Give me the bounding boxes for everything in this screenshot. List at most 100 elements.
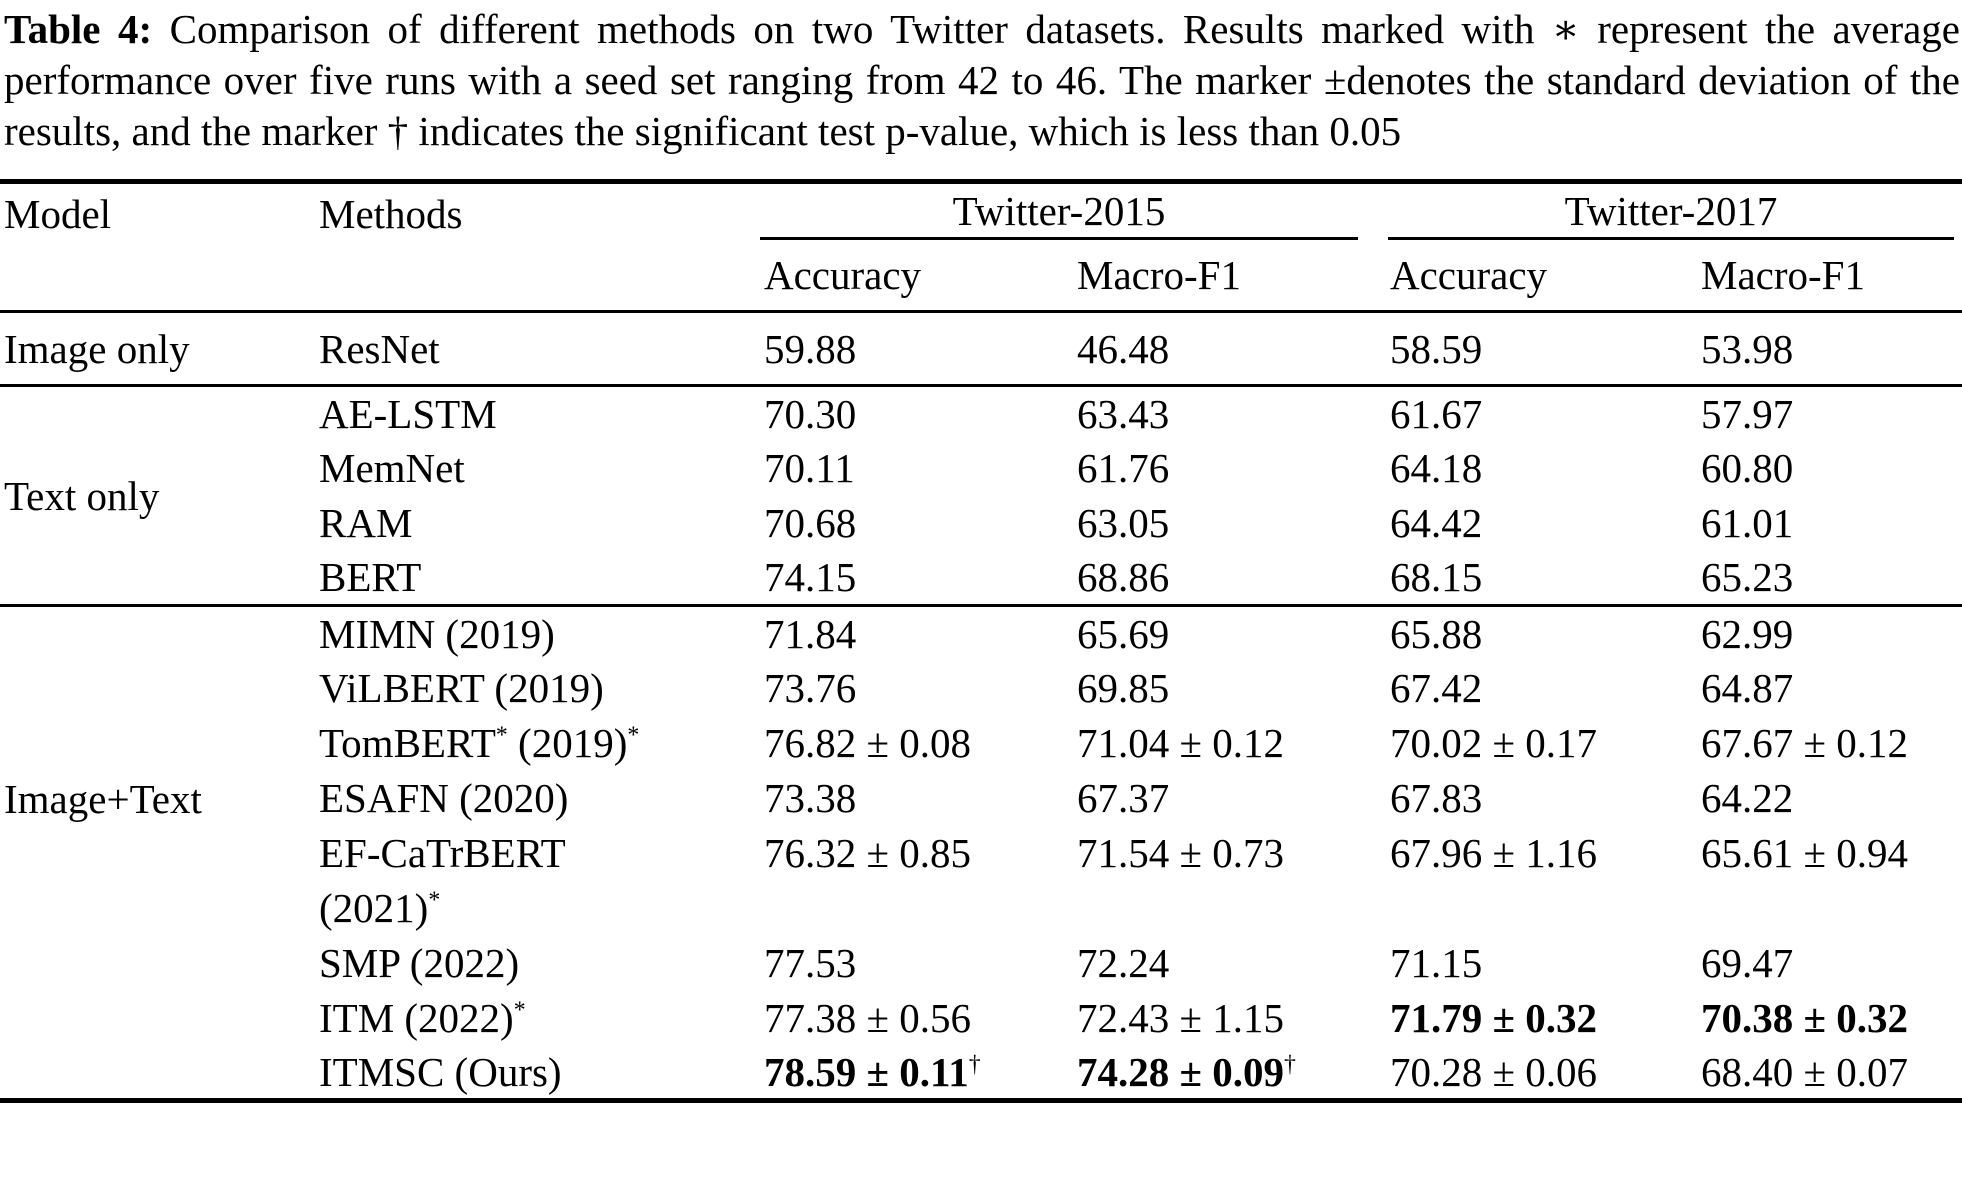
col-header-twitter-2015: Twitter-2015	[758, 182, 1384, 240]
value-cell: 67.67 ± 0.12	[1701, 720, 1909, 766]
method-cell: MIMN (2019)	[319, 610, 555, 657]
table-row: Text only AE-LSTM 70.30 63.43 61.67 57.9…	[0, 385, 1962, 607]
group-label-text-only: Text only	[0, 385, 313, 607]
value-cell: 70.30	[764, 390, 857, 437]
value-cell-best: 74.28 ± 0.09†	[1071, 1045, 1384, 1103]
table-row: ESAFN (2020) 73.38 67.37 67.83 64.22	[0, 771, 1962, 826]
col-header-macrof1-2015: Macro-F1	[1071, 239, 1384, 313]
table-row: TomBERT* (2019)* 76.82 ± 0.08 71.04 ± 0.…	[0, 716, 1962, 771]
col-header-accuracy-2015: Accuracy	[758, 239, 1071, 313]
value-cell: 58.59	[1384, 311, 1695, 387]
value-cell-best: 70.38 ± 0.32	[1701, 995, 1909, 1041]
method-cell: ITMSC (Ours)	[313, 1045, 758, 1103]
value-cell-best: 78.59 ± 0.11†	[758, 1045, 1071, 1103]
value-cell: 69.47	[1701, 940, 1794, 986]
value-cell: 67.96 ± 1.16	[1390, 830, 1598, 876]
value-cell: 68.40 ± 0.07	[1695, 1045, 1962, 1103]
col-header-twitter-2017: Twitter-2017	[1384, 182, 1962, 240]
value-cell: 73.38	[764, 775, 857, 821]
value-cell: 61.67	[1390, 390, 1483, 437]
table-caption: Table 4: Comparison of different methods…	[0, 0, 1962, 157]
twitter-2015-rule: Twitter-2015	[760, 184, 1358, 240]
table-row: BERT 74.15 68.86 68.15 65.23	[0, 550, 1962, 607]
method-cell: SMP (2022)	[319, 940, 520, 986]
value-cell: 72.43 ± 1.15	[1077, 995, 1285, 1041]
value-cell: 74.15	[758, 550, 1071, 607]
caption-label: Table 4:	[4, 6, 153, 52]
value-cell: 76.32 ± 0.85	[764, 830, 972, 876]
value-cell: 68.86	[1071, 550, 1384, 607]
value-cell: 61.01	[1701, 500, 1794, 546]
value-cell	[1384, 881, 1695, 936]
value-cell: 68.15	[1384, 550, 1695, 607]
value-cell: 73.76	[764, 665, 857, 711]
col-header-macrof1-2017: Macro-F1	[1695, 239, 1962, 313]
group-label-image-only: Image only	[0, 311, 313, 387]
value-cell: 71.54 ± 0.73	[1077, 830, 1285, 876]
value-cell: 65.88	[1390, 610, 1483, 657]
value-cell: 70.28 ± 0.06	[1384, 1045, 1695, 1103]
twitter-2015-label: Twitter-2015	[952, 188, 1166, 235]
asterisk-marker: *	[627, 722, 640, 749]
value-cell: 72.24	[1077, 940, 1170, 986]
value-cell: 70.68	[764, 500, 857, 546]
value-cell: 62.99	[1701, 610, 1794, 657]
value-cell: 76.82 ± 0.08	[764, 720, 972, 766]
value-cell: 67.37	[1077, 775, 1170, 821]
value-cell	[758, 881, 1071, 936]
value-cell: 64.87	[1701, 665, 1794, 711]
group-label-image-text: Image+Text	[0, 605, 313, 1103]
value-cell: 64.22	[1701, 775, 1794, 821]
value-cell	[1071, 881, 1384, 936]
value-cell: 60.80	[1701, 445, 1794, 491]
dagger-marker: †	[968, 1051, 981, 1078]
asterisk-marker: *	[495, 722, 508, 749]
value-cell: 70.11	[764, 445, 855, 491]
value-cell: 70.02 ± 0.17	[1390, 720, 1598, 766]
table-row: ITM (2022)* 77.38 ± 0.56 72.43 ± 1.15 71…	[0, 991, 1962, 1046]
value-cell: 63.43	[1077, 390, 1170, 437]
value-cell: 46.48	[1071, 311, 1384, 387]
method-cell: (2021)*	[319, 885, 441, 931]
twitter-2017-label: Twitter-2017	[1564, 188, 1778, 235]
table-row: (2021)*	[0, 881, 1962, 936]
twitter-2017-rule: Twitter-2017	[1388, 184, 1954, 240]
caption-text: Comparison of different methods on two T…	[4, 6, 1960, 154]
table-row: RAM 70.68 63.05 64.42 61.01	[0, 496, 1962, 551]
value-cell: 53.98	[1695, 311, 1962, 387]
asterisk-marker: *	[428, 887, 441, 914]
value-cell: 64.18	[1390, 445, 1483, 491]
value-cell: 71.04 ± 0.12	[1077, 720, 1285, 766]
table-row: Image only ResNet 59.88 46.48 58.59 53.9…	[0, 311, 1962, 387]
value-cell-best: 71.79 ± 0.32	[1390, 995, 1598, 1041]
col-header-methods: Methods	[313, 181, 758, 313]
value-cell: 77.38 ± 0.56	[764, 995, 972, 1041]
method-cell: ESAFN (2020)	[319, 775, 569, 821]
value-cell: 61.76	[1077, 445, 1170, 491]
value-cell: 65.23	[1695, 550, 1962, 607]
value-cell: 77.53	[764, 940, 857, 986]
value-cell: 65.69	[1077, 610, 1170, 657]
table-row: Image+Text MIMN (2019) 71.84 65.69 65.88…	[0, 605, 1962, 1103]
table-row: ViLBERT (2019) 73.76 69.85 67.42 64.87	[0, 661, 1962, 716]
method-cell: EF-CaTrBERT	[319, 830, 566, 876]
value-cell: 67.83	[1390, 775, 1483, 821]
method-cell: RAM	[319, 500, 413, 546]
method-cell: TomBERT* (2019)*	[319, 720, 640, 766]
method-cell: MemNet	[319, 445, 465, 491]
header-row-datasets: Model Methods Twitter-2015 Twitter-2017	[0, 181, 1962, 313]
value-cell: 69.85	[1077, 665, 1170, 711]
value-cell: 64.42	[1390, 500, 1483, 546]
method-cell: AE-LSTM	[319, 390, 497, 437]
dagger-marker: †	[1284, 1051, 1296, 1078]
method-cell: ViLBERT (2019)	[319, 665, 604, 711]
value-cell: 71.84	[764, 610, 857, 657]
header-row-metrics: Accuracy Macro-F1 Accuracy Macro-F1	[0, 239, 1962, 313]
value-cell: 57.97	[1701, 390, 1794, 437]
value-cell	[1695, 881, 1962, 936]
table-row: EF-CaTrBERT 76.32 ± 0.85 71.54 ± 0.73 67…	[0, 826, 1962, 881]
method-cell: ResNet	[313, 311, 758, 387]
method-cell: ITM (2022)*	[319, 995, 526, 1041]
value-cell: 59.88	[758, 311, 1071, 387]
value-cell: 63.05	[1077, 500, 1170, 546]
